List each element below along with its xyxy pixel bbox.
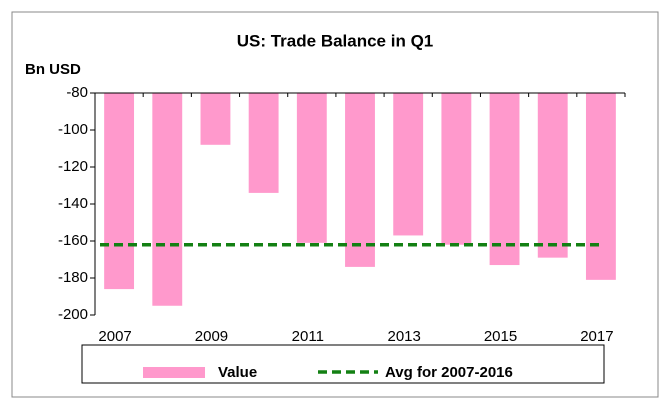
legend-label: Avg for 2007-2016 xyxy=(385,364,513,381)
bar xyxy=(489,93,520,266)
legend-swatch xyxy=(143,367,205,378)
y-tick-label: -180 xyxy=(58,269,88,286)
bar xyxy=(345,93,375,267)
bar xyxy=(585,93,616,280)
x-tick-label: 2015 xyxy=(484,328,517,345)
x-tick-label: 2009 xyxy=(195,328,228,345)
x-tick-label: 2013 xyxy=(387,328,420,345)
bar xyxy=(441,93,472,245)
x-tick-label: 2007 xyxy=(98,328,131,345)
bar xyxy=(537,93,568,258)
x-tick-label: 2017 xyxy=(580,328,613,345)
y-axis-label: Bn USD xyxy=(25,61,81,78)
bar xyxy=(200,93,231,145)
y-tick-label: -140 xyxy=(58,195,88,212)
y-tick-label: -100 xyxy=(58,121,88,138)
x-tick-label: 2011 xyxy=(292,328,324,345)
bar xyxy=(393,93,424,236)
bar xyxy=(152,93,183,306)
y-tick-label: -80 xyxy=(66,84,88,101)
y-tick-label: -160 xyxy=(58,232,88,249)
y-tick-label: -200 xyxy=(58,306,88,323)
bar xyxy=(104,93,135,290)
bar xyxy=(296,93,327,243)
y-tick-label: -120 xyxy=(58,158,88,175)
bar xyxy=(248,93,279,193)
chart-title: US: Trade Balance in Q1 xyxy=(237,31,434,50)
legend-label: Value xyxy=(218,364,257,381)
